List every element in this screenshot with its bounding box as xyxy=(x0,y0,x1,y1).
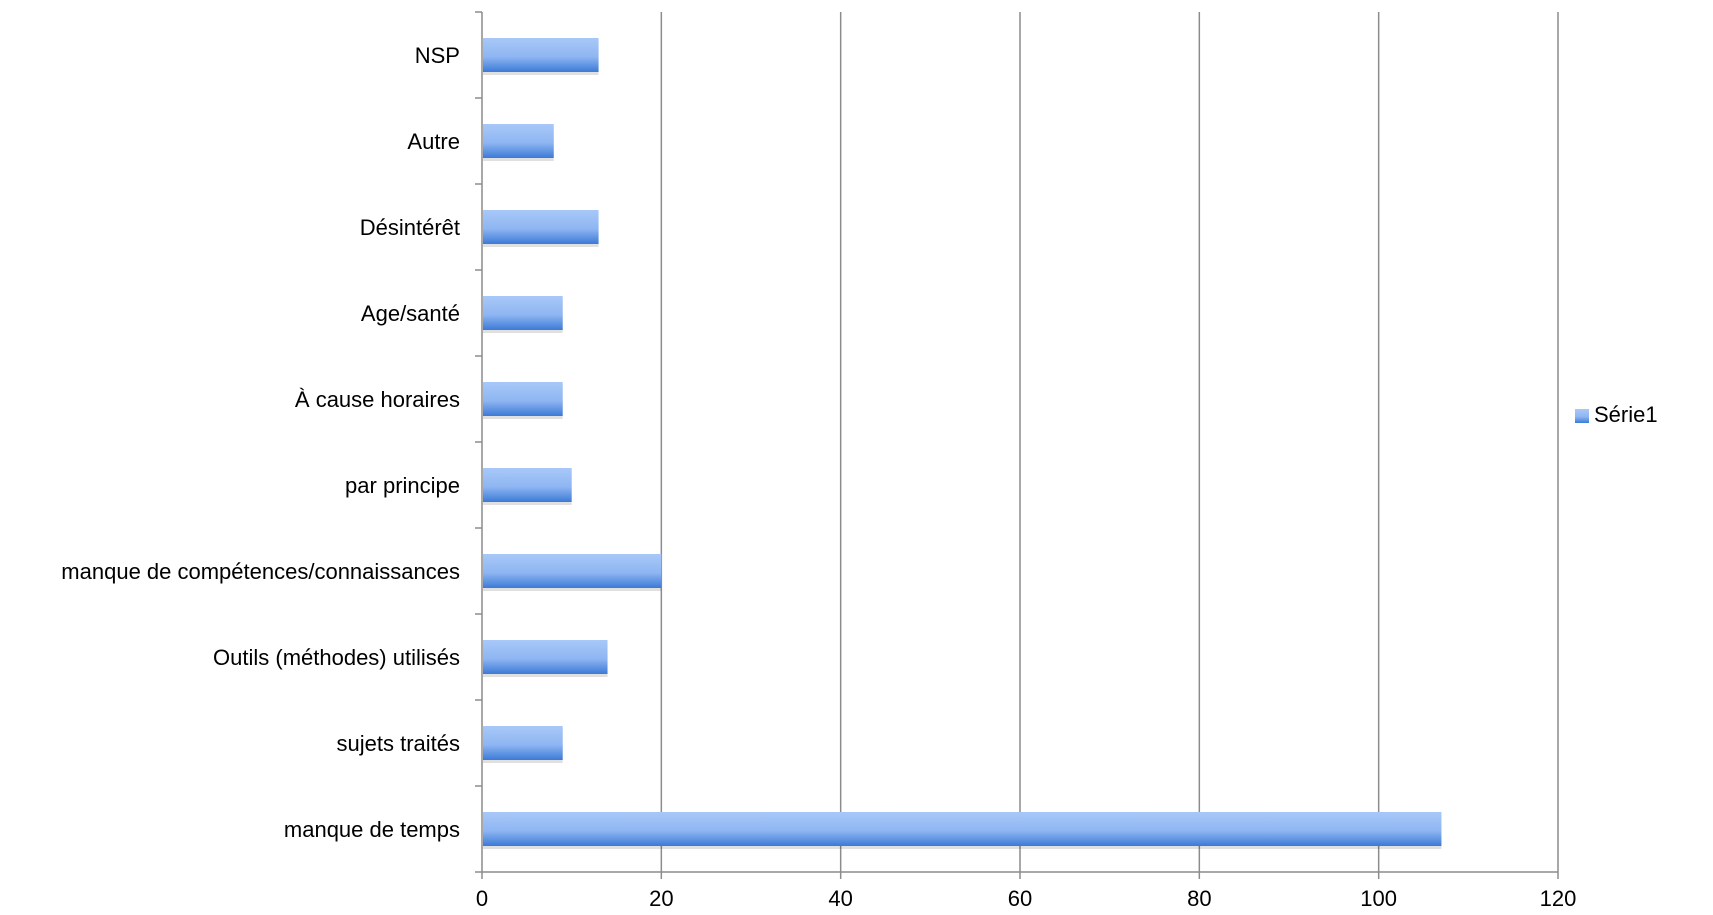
y-category-label: manque de temps xyxy=(284,817,460,842)
y-category-label: Age/santé xyxy=(361,301,460,326)
bar xyxy=(483,210,599,244)
x-tick-label: 40 xyxy=(828,886,852,911)
y-category-label: Autre xyxy=(407,129,460,154)
y-category-label: À cause horaires xyxy=(295,387,460,412)
bar xyxy=(483,124,554,158)
y-category-label: Désintérêt xyxy=(360,215,460,240)
y-category-label: sujets traités xyxy=(337,731,461,756)
bar xyxy=(483,296,563,330)
bar xyxy=(483,726,563,760)
bar xyxy=(483,382,563,416)
x-tick-label: 120 xyxy=(1540,886,1577,911)
y-category-label: par principe xyxy=(345,473,460,498)
x-tick-label: 80 xyxy=(1187,886,1211,911)
y-category-label: manque de compétences/connaissances xyxy=(61,559,460,584)
legend-label: Série1 xyxy=(1594,402,1658,427)
x-tick-label: 60 xyxy=(1008,886,1032,911)
bar xyxy=(483,812,1442,846)
bar xyxy=(483,554,662,588)
bar xyxy=(483,640,608,674)
x-tick-label: 100 xyxy=(1360,886,1397,911)
legend: Série1 xyxy=(1575,402,1658,427)
bar xyxy=(483,38,599,72)
x-tick-label: 0 xyxy=(476,886,488,911)
x-tick-label: 20 xyxy=(649,886,673,911)
labels: 0 20 40 60 80 100 120 manque de temps sujets tra… xyxy=(61,43,1576,911)
bars xyxy=(483,38,1442,849)
axes xyxy=(475,11,1559,879)
y-category-label: NSP xyxy=(415,43,460,68)
y-category-label: Outils (méthodes) utilisés xyxy=(213,645,460,670)
legend-swatch xyxy=(1575,409,1589,423)
bar xyxy=(483,468,572,502)
gridlines xyxy=(660,12,1559,872)
